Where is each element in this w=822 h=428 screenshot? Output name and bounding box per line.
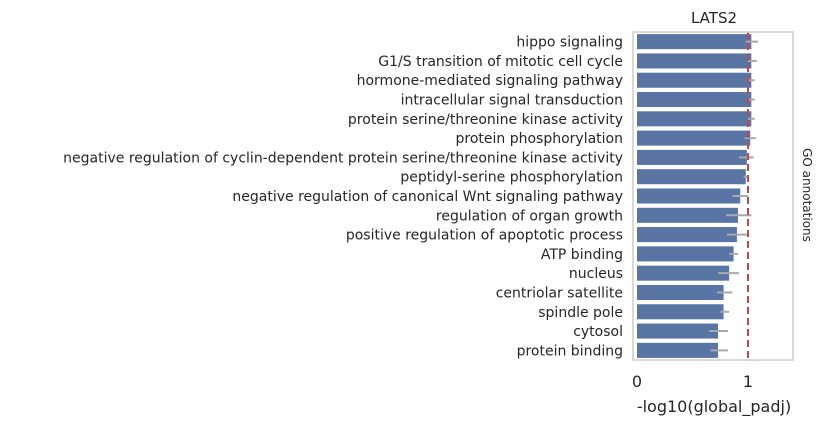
category-label: negative regulation of canonical Wnt sig… — [232, 189, 623, 205]
x-tick-label: 1 — [743, 372, 753, 391]
category-label: hormone-mediated signaling pathway — [357, 73, 623, 89]
bar — [637, 246, 734, 262]
category-label: centriolar satellite — [496, 285, 623, 301]
bar — [637, 92, 752, 108]
bar — [637, 323, 719, 339]
category-label: protein binding — [517, 343, 623, 359]
category-label: regulation of organ growth — [436, 208, 623, 224]
bars-layer — [637, 34, 752, 358]
bar — [637, 207, 739, 223]
bar — [637, 265, 730, 281]
category-label: spindle pole — [538, 305, 623, 321]
bar — [637, 169, 746, 185]
bar — [637, 34, 752, 50]
category-label: cytosol — [573, 324, 623, 340]
x-tick-label: 0 — [632, 372, 642, 391]
category-label: protein serine/threonine kinase activity — [348, 112, 623, 128]
error-bars-layer — [709, 40, 758, 352]
bar — [637, 53, 752, 69]
category-label: peptidyl-serine phosphorylation — [400, 170, 623, 186]
category-label: ATP binding — [541, 247, 623, 263]
category-label: hippo signaling — [516, 35, 623, 51]
category-label: nucleus — [569, 266, 623, 282]
bar — [637, 149, 747, 165]
bar — [637, 284, 724, 300]
bar — [637, 72, 752, 88]
bar — [637, 130, 751, 146]
bar — [637, 111, 752, 127]
category-label: negative regulation of cyclin-dependent … — [63, 150, 623, 166]
bar — [637, 342, 719, 358]
bar — [637, 188, 741, 204]
category-label: G1/S transition of mitotic cell cycle — [378, 54, 623, 70]
category-labels: hippo signaling G1/S transition of mitoti… — [63, 35, 623, 360]
x-axis-label: -log10(global_padj) — [637, 397, 791, 417]
category-label: positive regulation of apoptotic process — [346, 228, 623, 244]
plot-frame — [632, 31, 794, 361]
y-axis-label: GO annotations — [800, 148, 814, 242]
bar — [637, 227, 737, 243]
chart-title: LATS2 — [691, 9, 737, 27]
bar — [637, 304, 724, 320]
category-label: intracellular signal transduction — [401, 93, 623, 109]
category-label: protein phosphorylation — [456, 131, 624, 147]
